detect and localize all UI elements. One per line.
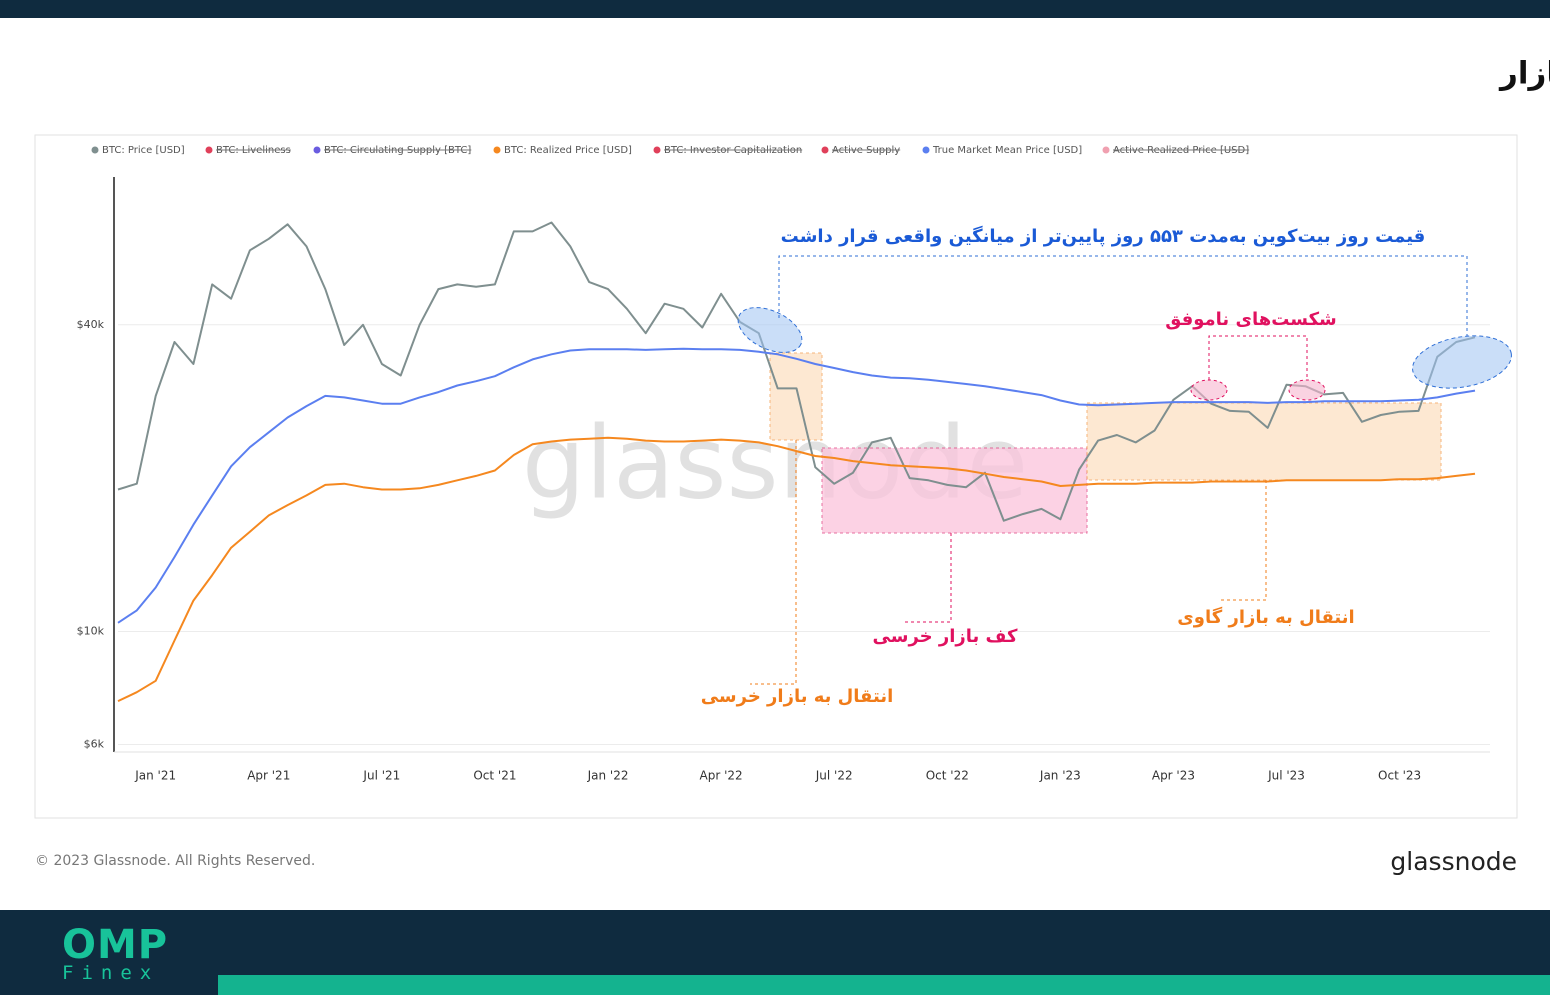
annotation: انتقال به بازار خرسی: [701, 686, 894, 707]
bracket: [778, 255, 1468, 336]
x-tick-label: Apr '23: [1152, 769, 1195, 783]
x-tick-label: Jul '22: [815, 769, 853, 783]
series-line: [117, 347, 1476, 624]
legend-swatch: [653, 146, 661, 154]
y-tick-label: $40k: [77, 318, 105, 331]
highlight-ellipse: [1412, 335, 1512, 389]
bull-transition-zone: [1086, 402, 1442, 481]
failed-break-ellipse: [1190, 379, 1228, 401]
x-tick-label: Oct '23: [1378, 769, 1421, 783]
brand-logo: glassnode: [1390, 847, 1517, 876]
top-bar: [0, 0, 1550, 18]
bear-transition-zone: [769, 352, 823, 441]
legend-label: BTC: Realized Price [USD]: [504, 145, 632, 156]
y-tick-label: $10k: [77, 624, 105, 637]
leader: [1220, 480, 1267, 601]
x-tick-label: Jul '23: [1267, 769, 1305, 783]
legend-swatch: [922, 146, 930, 154]
legend-swatch: [205, 146, 213, 154]
bear-bottom-zone: [821, 447, 1088, 534]
x-tick-label: Apr '21: [247, 769, 290, 783]
failed-break-ellipse: [1288, 379, 1326, 401]
x-tick-label: Jan '22: [587, 769, 629, 783]
legend-swatch: [91, 146, 99, 154]
bracket: [1208, 335, 1308, 380]
copyright: © 2023 Glassnode. All Rights Reserved.: [35, 853, 315, 869]
legend-swatch: [313, 146, 321, 154]
highlight-ellipse: [737, 307, 803, 353]
x-tick-label: Apr '22: [700, 769, 743, 783]
x-tick-label: Jul '21: [362, 769, 400, 783]
series-line: [117, 436, 1476, 703]
accent-bar: [218, 975, 1550, 995]
annotation: کف بازار خرسی: [873, 626, 1018, 647]
annotation: قیمت روز بیت‌کوین به‌مدت ۵۵۳ روز پایین‌ت…: [781, 225, 1426, 247]
y-tick-label: $6k: [84, 737, 105, 750]
x-tick-label: Jan '23: [1039, 769, 1081, 783]
legend-label: BTC: Price [USD]: [102, 145, 185, 156]
logo: OMP: [62, 922, 169, 968]
annotation: شکست‌های ناموفق: [1165, 309, 1337, 330]
series-line: [117, 221, 1476, 522]
x-tick-label: Oct '22: [926, 769, 969, 783]
chart-title: میانگین واقعی قیمت بازار: [1498, 55, 1550, 92]
x-tick-label: Jan '21: [134, 769, 176, 783]
legend-swatch: [493, 146, 501, 154]
legend-swatch: [1102, 146, 1110, 154]
legend-swatch: [821, 146, 829, 154]
x-tick-label: Oct '21: [473, 769, 516, 783]
legend-label: True Market Mean Price [USD]: [932, 145, 1082, 156]
logo-sub: Finex: [62, 962, 160, 984]
annotation: انتقال به بازار گاوی: [1177, 606, 1354, 628]
chart: میانگین واقعی قیمت بازار glassnode $6k $1…: [34, 55, 1550, 876]
